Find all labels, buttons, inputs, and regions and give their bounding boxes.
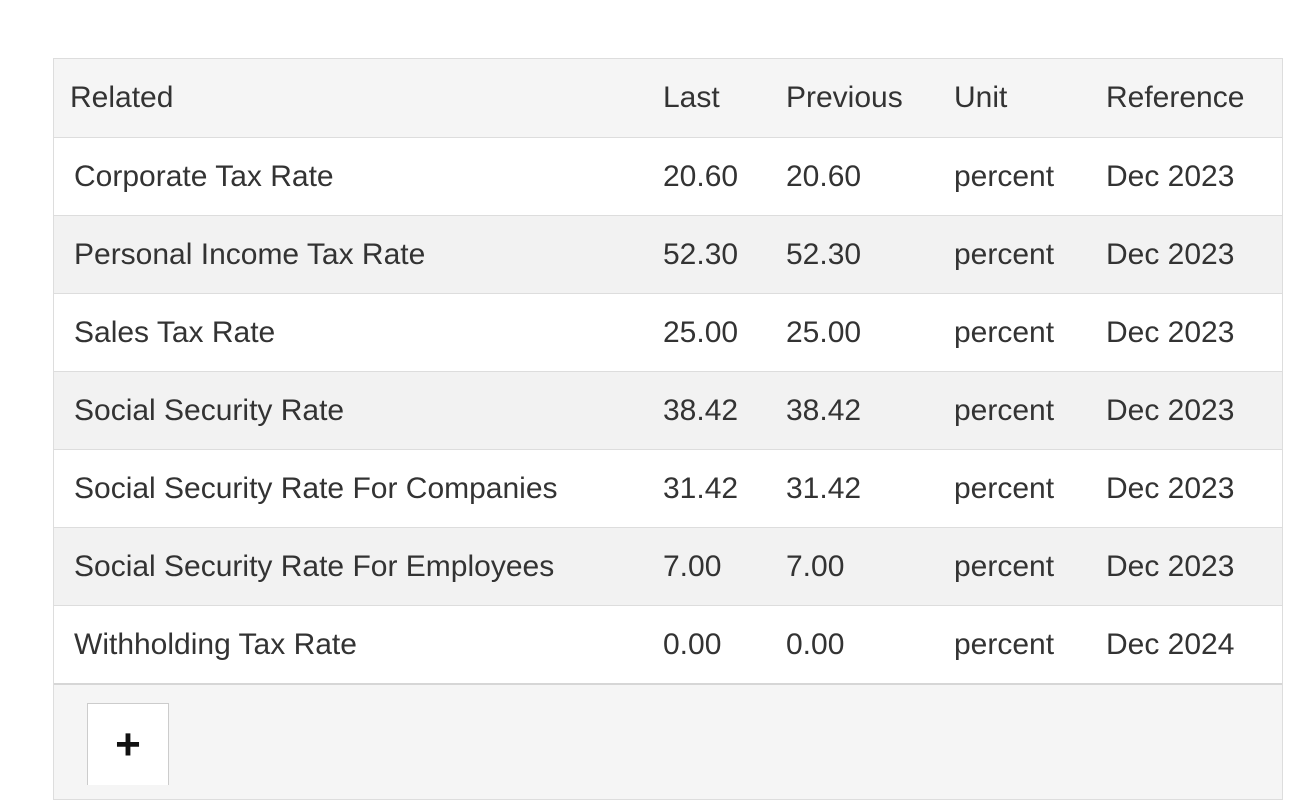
plus-icon: + <box>115 719 141 769</box>
related-link[interactable]: Personal Income Tax Rate <box>54 215 663 294</box>
unit-value: percent <box>954 527 1106 606</box>
last-value: 52.30 <box>663 215 786 294</box>
unit-value: percent <box>954 293 1106 372</box>
last-value: 38.42 <box>663 371 786 450</box>
reference-value: Dec 2023 <box>1106 137 1282 216</box>
related-link[interactable]: Social Security Rate <box>54 371 663 450</box>
header-reference: Reference <box>1106 59 1282 138</box>
reference-value: Dec 2023 <box>1106 527 1282 606</box>
unit-value: percent <box>954 215 1106 294</box>
related-table: Related Last Previous Unit Reference Cor… <box>54 59 1282 685</box>
reference-value: Dec 2023 <box>1106 449 1282 528</box>
header-previous: Previous <box>786 59 954 138</box>
unit-value: percent <box>954 449 1106 528</box>
last-value: 7.00 <box>663 527 786 606</box>
related-link[interactable]: Withholding Tax Rate <box>54 605 663 685</box>
related-link[interactable]: Social Security Rate For Companies <box>54 449 663 528</box>
table-row: Social Security Rate For Companies 31.42… <box>54 449 1282 528</box>
related-link[interactable]: Social Security Rate For Employees <box>54 527 663 606</box>
previous-value: 7.00 <box>786 527 954 606</box>
reference-value: Dec 2023 <box>1106 293 1282 372</box>
related-link[interactable]: Sales Tax Rate <box>54 293 663 372</box>
previous-value: 31.42 <box>786 449 954 528</box>
table-row: Corporate Tax Rate 20.60 20.60 percent D… <box>54 137 1282 216</box>
header-related: Related <box>54 59 663 138</box>
last-value: 20.60 <box>663 137 786 216</box>
previous-value: 0.00 <box>786 605 954 685</box>
related-link[interactable]: Corporate Tax Rate <box>54 137 663 216</box>
previous-value: 20.60 <box>786 137 954 216</box>
unit-value: percent <box>954 605 1106 685</box>
last-value: 0.00 <box>663 605 786 685</box>
reference-value: Dec 2023 <box>1106 215 1282 294</box>
previous-value: 52.30 <box>786 215 954 294</box>
table-row: Social Security Rate 38.42 38.42 percent… <box>54 371 1282 450</box>
table-row: Withholding Tax Rate 0.00 0.00 percent D… <box>54 605 1282 685</box>
last-value: 31.42 <box>663 449 786 528</box>
previous-value: 38.42 <box>786 371 954 450</box>
add-button[interactable]: + <box>87 703 169 785</box>
unit-value: percent <box>954 371 1106 450</box>
header-last: Last <box>663 59 786 138</box>
header-unit: Unit <box>954 59 1106 138</box>
reference-value: Dec 2023 <box>1106 371 1282 450</box>
table-row: Personal Income Tax Rate 52.30 52.30 per… <box>54 215 1282 294</box>
unit-value: percent <box>954 137 1106 216</box>
last-value: 25.00 <box>663 293 786 372</box>
previous-value: 25.00 <box>786 293 954 372</box>
table-row: Sales Tax Rate 25.00 25.00 percent Dec 2… <box>54 293 1282 372</box>
table-header-row: Related Last Previous Unit Reference <box>54 59 1282 138</box>
reference-value: Dec 2024 <box>1106 605 1282 685</box>
table-footer: + <box>54 685 1282 785</box>
related-indicators-panel: Related Last Previous Unit Reference Cor… <box>53 58 1283 800</box>
table-row: Social Security Rate For Employees 7.00 … <box>54 527 1282 606</box>
